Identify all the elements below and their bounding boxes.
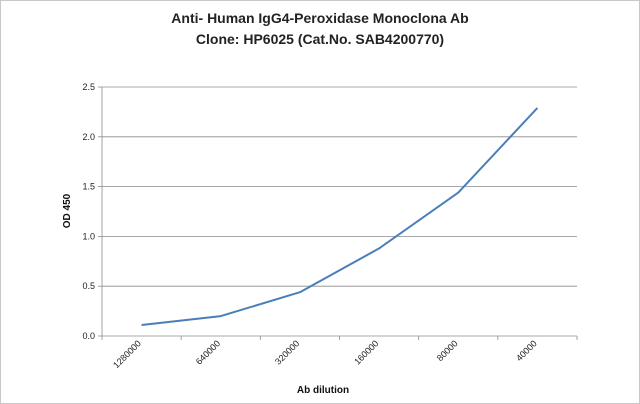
axes xyxy=(98,86,578,340)
y-tick-label: 1.5 xyxy=(82,182,95,192)
y-tick-label: 1.0 xyxy=(82,231,95,241)
gridlines xyxy=(102,86,577,287)
x-tick-label: 40000 xyxy=(514,338,539,363)
y-tick-label: 0.0 xyxy=(82,331,95,341)
y-tick-label: 2.5 xyxy=(82,82,95,92)
y-tick-label: 2.0 xyxy=(82,132,95,142)
x-tick-label: 160000 xyxy=(352,338,380,366)
series-line xyxy=(141,107,539,326)
y-tick-labels: 0.0 0.5 1.0 1.5 2.0 2.5 xyxy=(82,82,95,341)
x-tick-label: 640000 xyxy=(194,338,222,366)
y-axis-title: OD 450 xyxy=(62,193,73,228)
x-axis-title: Ab dilution xyxy=(297,385,349,396)
x-tick-label: 320000 xyxy=(273,338,301,366)
x-tick-labels: 1280000 640000 320000 160000 80000 40000 xyxy=(111,338,539,370)
x-tick-label: 1280000 xyxy=(111,338,143,370)
y-tick-label: 0.5 xyxy=(82,281,95,291)
series-layer xyxy=(141,107,539,326)
chart-title-line-2: Clone: HP6025 (Cat.No. SAB4200770) xyxy=(195,31,445,47)
chart-title-line-1: Anti- Human IgG4-Peroxidase Monoclona Ab xyxy=(171,10,469,26)
x-tick-label: 80000 xyxy=(435,338,460,363)
